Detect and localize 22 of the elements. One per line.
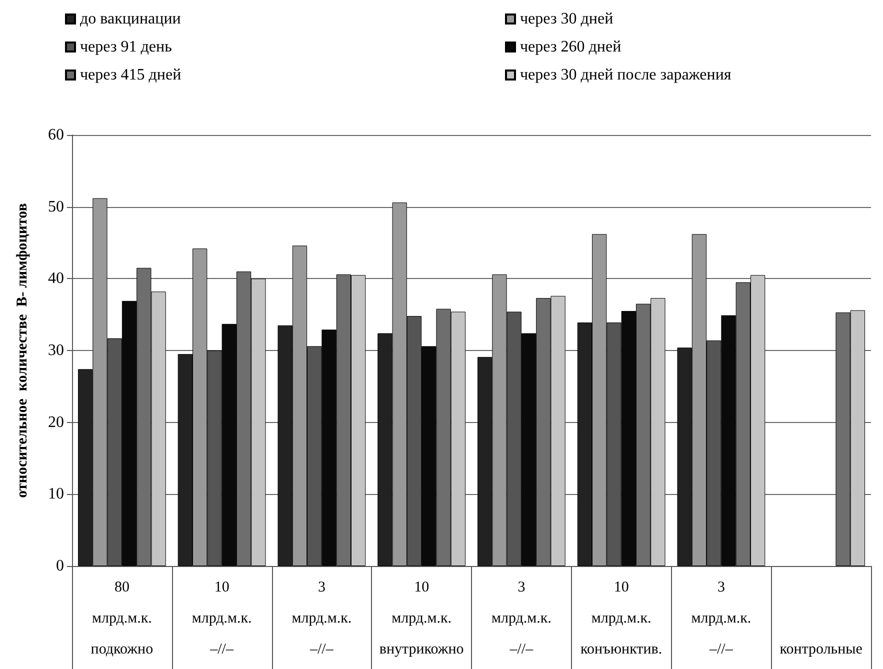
- y-tick-label: 0: [56, 558, 64, 574]
- legend-label: через 415 дней: [80, 66, 182, 84]
- y-tick-label: 30: [48, 342, 64, 359]
- x-tick-label: 10 млрд.м.к. –//–: [192, 580, 252, 658]
- y-tick-label: 50: [48, 198, 64, 216]
- y-tick-label: 40: [48, 270, 64, 288]
- y-axis-title: относительное количестве В- лимфоцитов: [14, 203, 30, 498]
- x-tick-label: 3 млрд.м.к. –//–: [491, 580, 552, 658]
- legend-label: до вакцинации: [80, 10, 182, 28]
- x-tick-label: 10 млрд.м.к. внутрикожно: [379, 580, 464, 658]
- legend-label: через 260 дней: [520, 38, 622, 56]
- y-tick-label: 20: [48, 414, 64, 431]
- x-tick-label: 3 млрд.м.к. –//–: [691, 580, 752, 658]
- y-tick-label: 60: [48, 126, 64, 144]
- x-tick-label: контрольные: [780, 642, 863, 658]
- legend-label: через 30 дней после заражения: [520, 66, 732, 84]
- x-tick-label: 3 млрд.м.к. –//–: [292, 580, 352, 658]
- x-tick-label: 80 млрд.м.к. подкожно: [90, 580, 154, 658]
- x-tick-label: 10 млрд.м.к. конъюнктив.: [580, 580, 662, 658]
- legend-label: через 30 дней: [520, 10, 614, 28]
- y-tick-label: 10: [48, 486, 64, 503]
- legend-label: через 91 день: [80, 38, 172, 56]
